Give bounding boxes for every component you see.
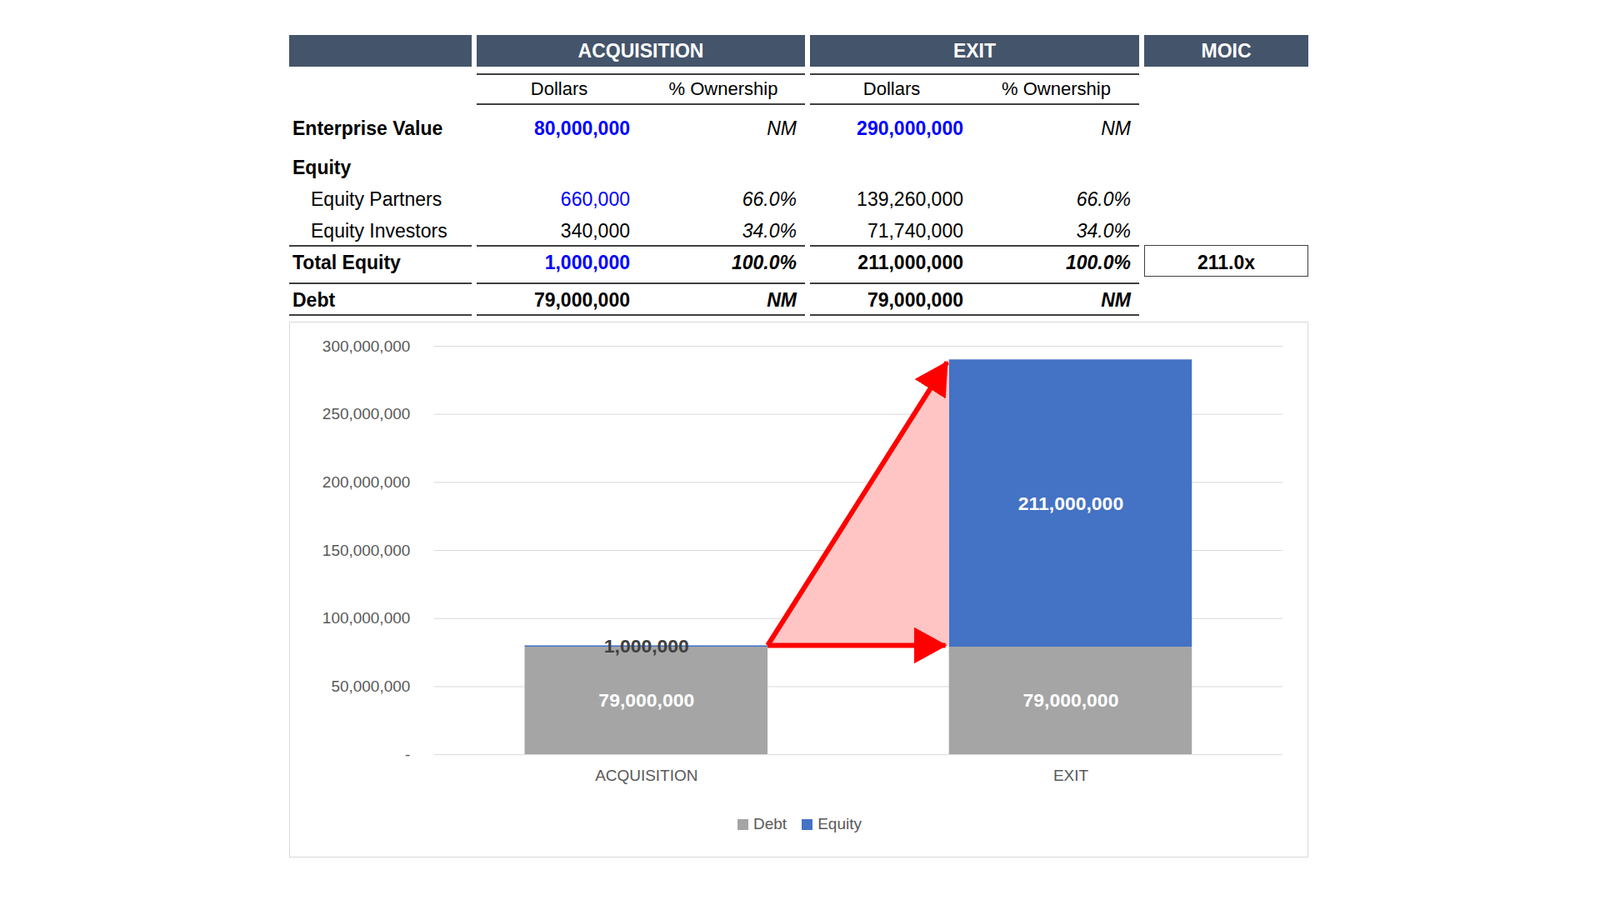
html-text:1,000,000: 1,000,000	[544, 251, 630, 274]
html-text:79,000,000: 79,000,000	[867, 289, 964, 311]
html-text:Enterprise Value: Enterprise Value	[292, 117, 443, 140]
html-text:290,000,000: 290,000,000	[856, 117, 964, 140]
html-text:100.0%: 100.0%	[1065, 251, 1131, 274]
html-text:Debt: Debt	[753, 815, 787, 833]
svg-text:150,000,000: 150,000,000	[322, 541, 410, 560]
svg-text:211,000,000: 211,000,000	[1018, 492, 1124, 515]
html-text:% Ownership: % Ownership	[668, 78, 778, 100]
svg-text:-: -	[405, 745, 410, 764]
svg-text:79,000,000: 79,000,000	[598, 689, 695, 711]
html-text:NM: NM	[1101, 289, 1131, 311]
html-text:Equity Partners: Equity Partners	[310, 188, 442, 210]
svg-text:50,000,000: 50,000,000	[330, 677, 410, 695]
html-text:Dollars: Dollars	[863, 78, 921, 100]
html-text:Debt: Debt	[292, 289, 336, 311]
html-text:79,000,000: 79,000,000	[534, 289, 630, 311]
html-text:Equity: Equity	[817, 815, 862, 833]
html-text:71,740,000: 71,740,000	[867, 220, 964, 242]
html-text:EXIT: EXIT	[953, 40, 996, 62]
html-text:% Ownership: % Ownership	[1001, 78, 1111, 100]
html-text:211.0x: 211.0x	[1197, 251, 1255, 274]
svg-text:EXIT: EXIT	[1053, 766, 1090, 785]
html-text:139,260,000: 139,260,000	[856, 188, 964, 210]
html-text:NM: NM	[766, 117, 797, 140]
html-text:Equity: Equity	[292, 156, 352, 179]
html-text:NM: NM	[1101, 117, 1131, 140]
svg-text:1,000,000: 1,000,000	[604, 635, 690, 657]
html-text:660,000: 660,000	[560, 188, 630, 210]
svg-text:100,000,000: 100,000,000	[322, 609, 410, 627]
html-text:66.0%: 66.0%	[742, 188, 797, 210]
html-text:NM: NM	[766, 289, 797, 311]
svg-text:200,000,000: 200,000,000	[322, 473, 410, 491]
html-text:MOIC: MOIC	[1201, 40, 1252, 62]
html-text:Equity Investors: Equity Investors	[310, 220, 448, 242]
html-text:34.0%: 34.0%	[742, 220, 797, 242]
html-text:Total Equity: Total Equity	[292, 251, 401, 274]
svg-text:300,000,000: 300,000,000	[322, 337, 410, 355]
svg-text:ACQUISITION: ACQUISITION	[595, 766, 698, 785]
html-text:100.0%: 100.0%	[731, 251, 797, 274]
html-text:ACQUISITION: ACQUISITION	[578, 40, 704, 62]
html-text:80,000,000: 80,000,000	[534, 117, 630, 140]
svg-text:79,000,000: 79,000,000	[1023, 689, 1120, 711]
svg-text:250,000,000: 250,000,000	[322, 405, 410, 423]
html-text:211,000,000: 211,000,000	[857, 251, 964, 274]
html-text:340,000: 340,000	[560, 220, 630, 242]
html-text:34.0%: 34.0%	[1076, 220, 1131, 242]
html-text:Dollars: Dollars	[530, 78, 588, 100]
html-text:66.0%: 66.0%	[1076, 188, 1131, 210]
